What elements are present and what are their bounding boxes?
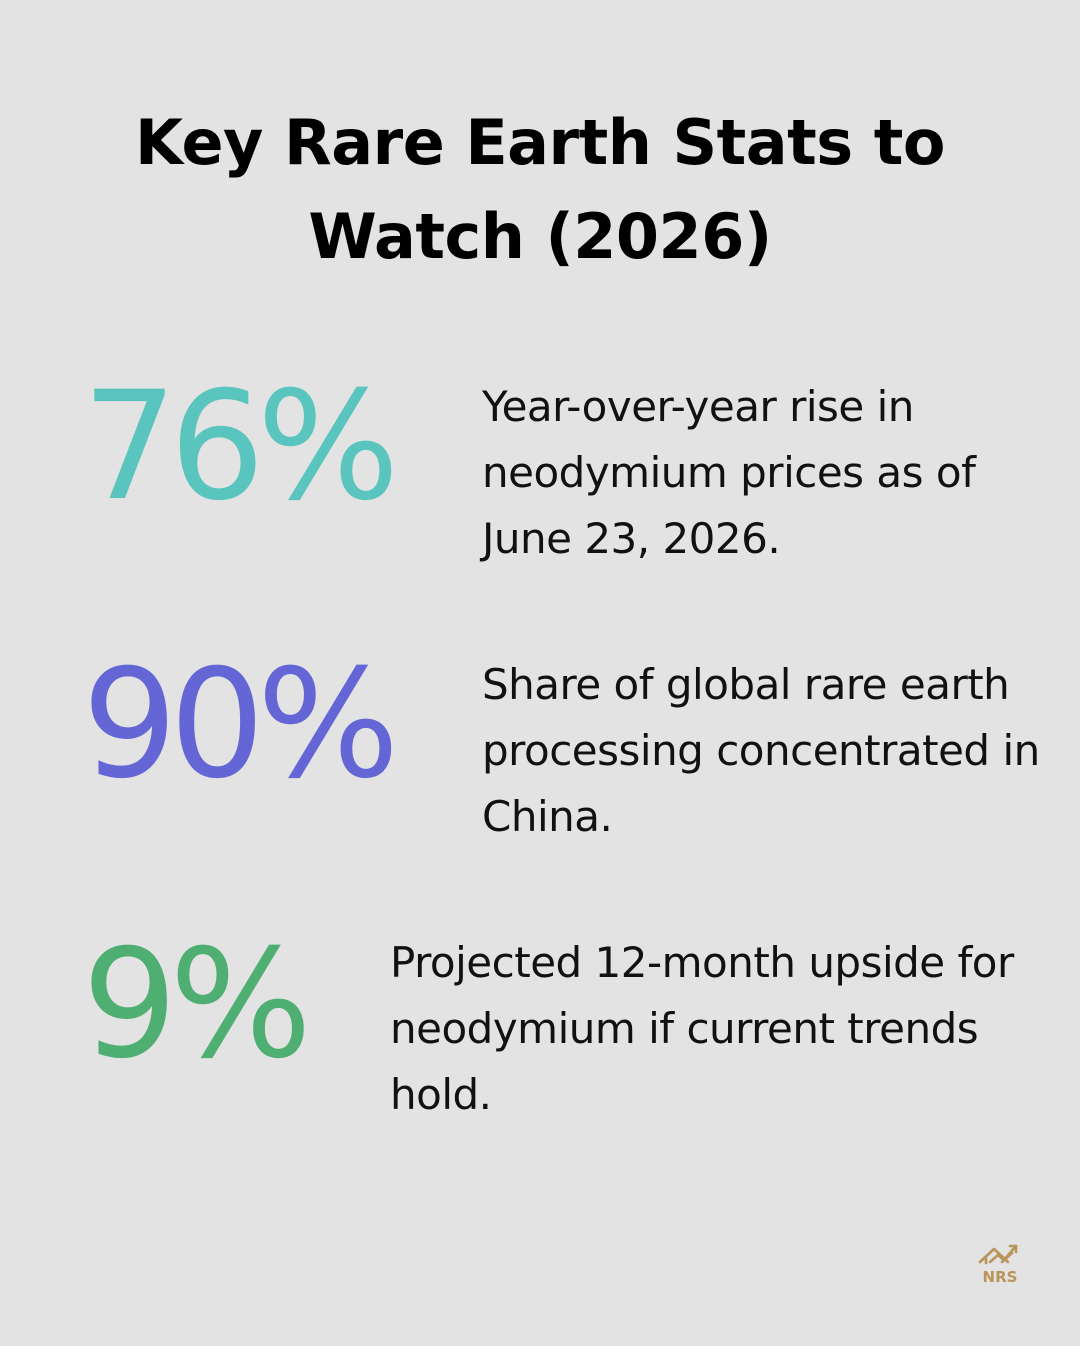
stat-value-projected-upside: 9% — [82, 918, 312, 1092]
stat-description-price-rise: Year-over-year rise in neodymium prices … — [482, 382, 976, 563]
stat-description-china-share: Share of global rare earth processing co… — [482, 660, 1040, 841]
stat-value-china-share: 90% — [82, 638, 399, 812]
logo-text: NRS — [983, 1268, 1018, 1286]
stat-value-price-rise: 76% — [82, 360, 399, 534]
stat-description-projected-upside: Projected 12-month upside for neodymium … — [390, 938, 1014, 1119]
page-title: Key Rare Earth Stats to Watch (2026) — [135, 106, 945, 273]
brand-logo: NRS — [974, 1240, 1026, 1286]
house-chart-arrow-icon: NRS — [978, 1244, 1018, 1286]
